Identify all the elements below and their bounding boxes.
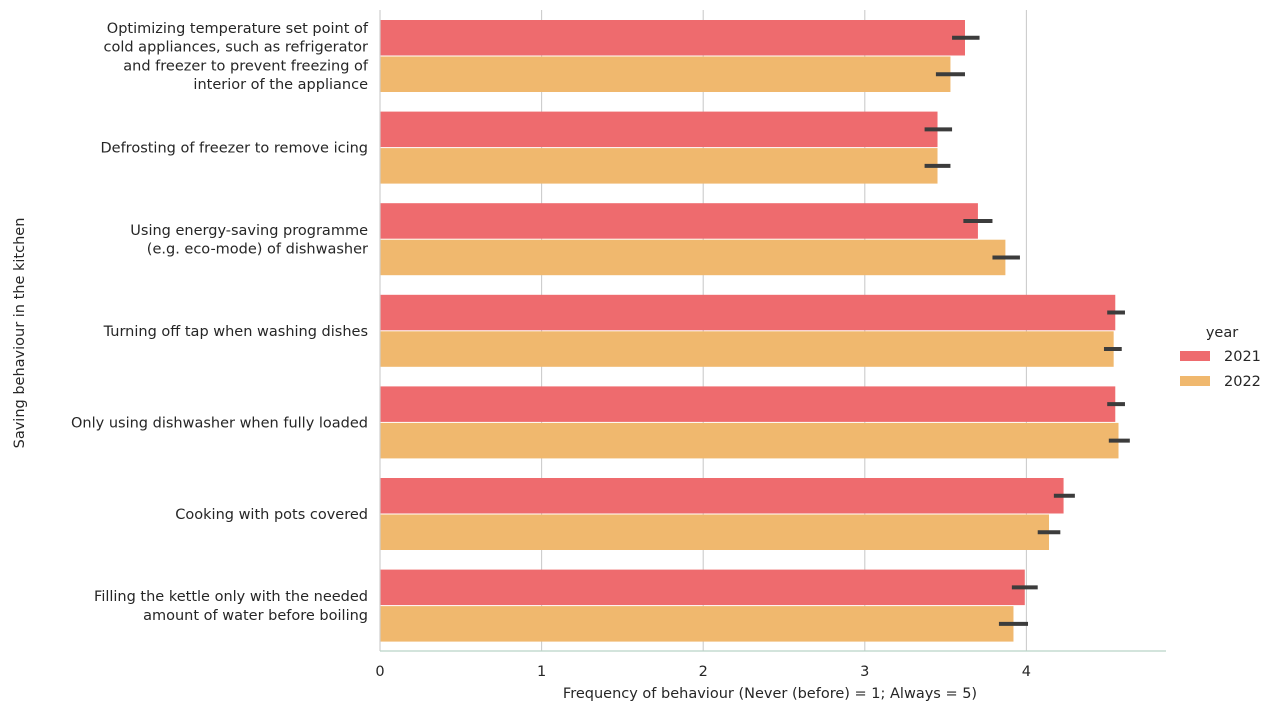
bar-2022-0: [380, 56, 951, 92]
x-tick-labels: 0 1 2 3 4: [375, 664, 1031, 680]
category-label-5: Cooking with pots covered: [175, 507, 368, 523]
category-label-1: Defrosting of freezer to remove icing: [100, 141, 368, 157]
bar-2021-3: [380, 294, 1116, 331]
legend-title: year: [1206, 325, 1238, 341]
bar-2021-5: [380, 478, 1064, 514]
x-tick-label-1: 1: [537, 664, 546, 680]
x-tick-label-3: 3: [860, 664, 869, 680]
legend-label-2021: 2021: [1224, 349, 1261, 365]
legend-swatch-2021: [1180, 351, 1210, 361]
bar-2022-1: [380, 148, 938, 184]
category-label-3: Turning off tap when washing dishes: [103, 324, 368, 340]
error-bars: [924, 35, 1130, 626]
bar-2022-5: [380, 514, 1050, 550]
bar-2021-0: [380, 20, 965, 56]
x-axis-title: Frequency of behaviour (Never (before) =…: [563, 686, 977, 702]
axes: [379, 10, 1166, 652]
legend-swatch-2022: [1180, 376, 1210, 386]
category-label-0: Optimizing temperature set point of cold …: [104, 21, 369, 93]
bar-2022-3: [380, 331, 1114, 367]
bars: [380, 20, 1119, 642]
x-tick-label-0: 0: [375, 664, 384, 680]
legend-label-2022: 2022: [1224, 374, 1261, 390]
bar-2022-4: [380, 422, 1119, 459]
grid-lines: [541, 10, 1027, 651]
x-tick-label-2: 2: [699, 664, 708, 680]
y-axis-title: Saving behaviour in the kitchen: [12, 218, 28, 449]
category-label-4: Only using dishwasher when fully loaded: [71, 415, 368, 431]
bar-2021-2: [380, 203, 978, 239]
bar-2021-1: [380, 111, 938, 148]
bar-2022-2: [380, 239, 1006, 276]
category-label-6: Filling the kettle only with the needed a…: [94, 589, 368, 624]
bar-2021-4: [380, 386, 1116, 422]
legend: year 2021 2022: [1180, 325, 1261, 390]
category-label-2: Using energy-saving programme (e.g. eco-m…: [130, 223, 368, 258]
y-category-labels: Optimizing temperature set point of cold …: [71, 21, 369, 624]
bar-2022-6: [380, 606, 1014, 642]
bar-2021-6: [380, 569, 1025, 606]
x-tick-label-4: 4: [1022, 664, 1031, 680]
